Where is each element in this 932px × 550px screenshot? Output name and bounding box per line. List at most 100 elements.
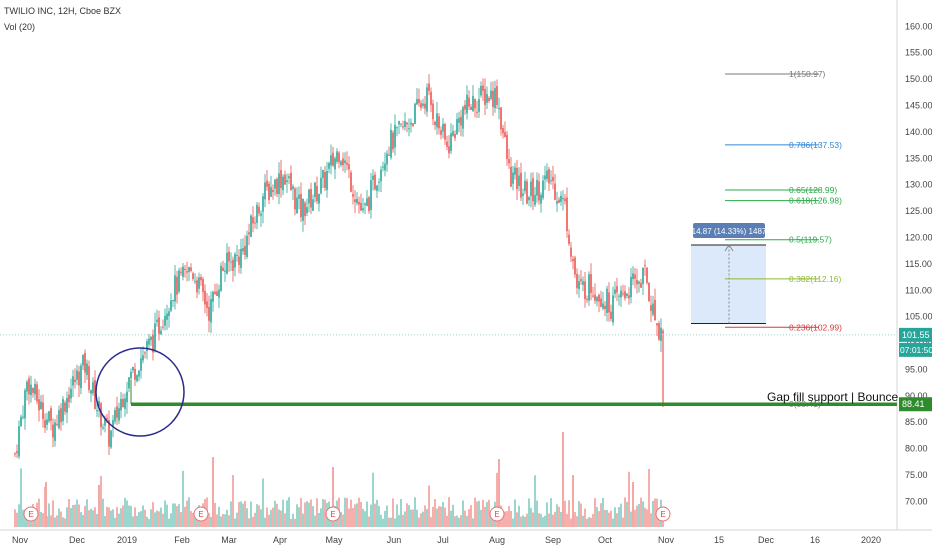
volume-bar [180,512,182,527]
candle-body [466,94,468,114]
volume-bar [260,509,262,527]
volume-bar [554,511,556,527]
candle-body [638,281,640,284]
volume-bar [176,506,178,527]
volume-bar [450,510,452,527]
candle-body [144,352,146,354]
volume-bar [270,509,272,527]
volume-bar [456,515,458,527]
volume-bar [132,516,134,527]
volume-bar [588,517,590,527]
candle-body [86,363,88,376]
volume-bar [124,497,126,527]
volume-bar [426,509,428,527]
earnings-circle [193,506,209,522]
candle-body [504,132,506,138]
volume-bar [314,515,316,527]
candle-body [96,410,98,412]
volume-bar [164,500,166,527]
earnings-marker: E [489,506,505,522]
candle-body [548,169,550,184]
volume-bar [48,503,50,527]
candle-body [222,267,224,272]
candle-body [74,379,76,383]
volume-bar [398,515,400,527]
volume-bar [120,508,122,527]
volume-bar [418,517,420,527]
volume-bar [126,500,128,527]
volume-bar [650,513,652,527]
candle-body [628,295,630,299]
candle-body [516,167,518,190]
candle-body [356,198,358,204]
candle-body [136,375,138,381]
candle-body [646,267,648,283]
candle-body [492,90,494,107]
candle-body [282,176,284,191]
candle-body [500,107,502,130]
earnings-letter: E [494,510,499,519]
candle-body [650,305,652,312]
volume-bar [324,499,326,527]
volume-bar [220,516,222,527]
volume-bar [238,502,240,527]
candle-body [572,258,574,262]
candle-body [472,95,474,112]
volume-bar [372,472,374,527]
candle-body [126,391,128,403]
volume-bar [162,513,164,527]
volume-bar [644,507,646,527]
volume-bar [214,502,216,527]
volume-bar [492,518,494,527]
y-tick-label: 115.00 [905,259,932,269]
volume-bar [596,506,598,527]
candle-body [546,170,548,180]
volume-bar [138,512,140,527]
candle-body [252,217,254,224]
volume-bar [104,516,106,527]
y-tick-label: 110.00 [905,285,932,295]
volume-bar [54,517,56,527]
volume-bar [304,502,306,527]
candle-body [264,182,266,200]
volume-bar [356,503,358,527]
volume-bar [72,505,74,527]
volume-bar [60,511,62,527]
candle-body [654,299,656,321]
volume-bar [358,497,360,527]
volume-bar [70,508,72,527]
candle-body [240,248,242,268]
volume-bar [152,502,154,527]
candle-body [206,301,208,309]
candle-body [380,169,382,182]
volume-bar [56,515,58,527]
volume-bar [74,504,76,527]
candle-body [22,416,24,418]
candle-body [420,103,422,108]
candle-body [552,176,554,182]
volume-bar [268,514,270,527]
candle-body [642,267,644,284]
volume-bar [18,504,20,527]
volume-bar [168,518,170,527]
candle-body [488,97,490,102]
candle-body [250,215,252,237]
volume-bar [474,497,476,527]
candle-body [560,195,562,202]
candle-body [350,172,352,192]
candle-body [328,163,330,169]
candle-body [540,194,542,204]
candle-body [78,371,80,386]
candle-body [154,323,156,350]
candle-body [52,424,54,438]
candle-body [620,290,622,298]
fib-level-label: 0.618(126.98) [789,196,842,206]
candle-body [364,203,366,205]
candle-body [352,194,354,197]
candle-body [246,235,248,257]
x-tick-label: 2019 [117,535,137,545]
candle-body [452,131,454,136]
volume-bar [550,498,552,527]
